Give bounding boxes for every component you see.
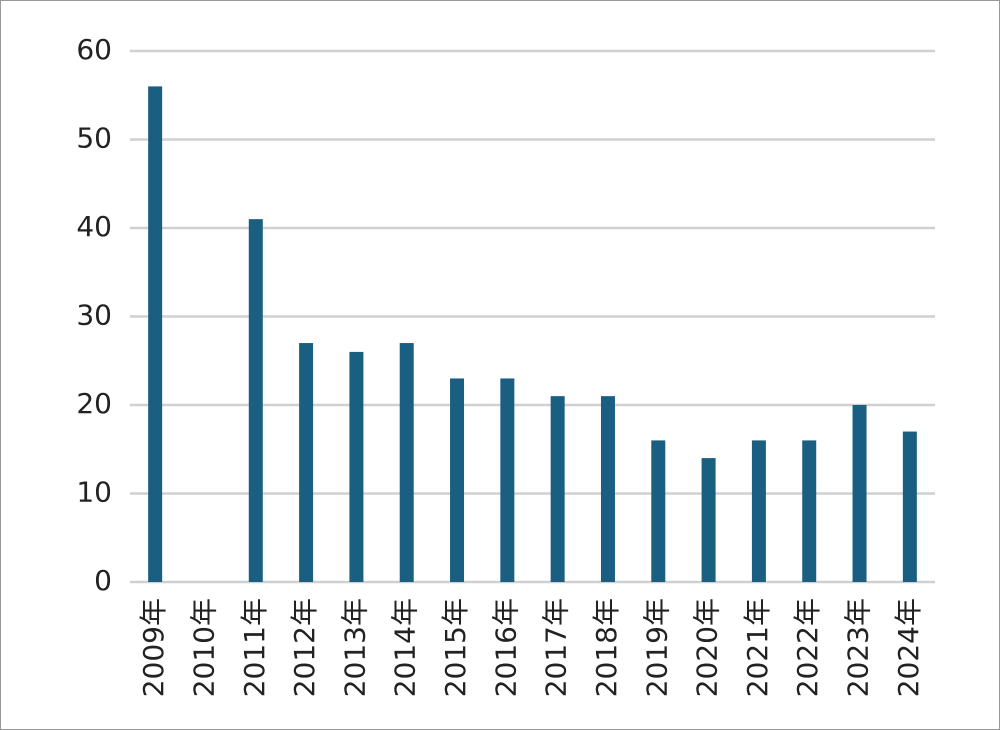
x-tick-label: 2023年 bbox=[842, 598, 875, 697]
x-tick-label: 2012年 bbox=[288, 598, 321, 697]
y-tick-label: 50 bbox=[76, 122, 112, 155]
y-tick-label: 10 bbox=[76, 476, 112, 509]
bar bbox=[600, 396, 615, 582]
x-tick-label: 2020年 bbox=[691, 598, 724, 697]
bar bbox=[399, 343, 414, 582]
x-tick-label: 2019年 bbox=[640, 598, 673, 697]
bar bbox=[852, 405, 867, 582]
bar bbox=[248, 219, 263, 582]
bar bbox=[651, 440, 666, 582]
y-tick-label: 60 bbox=[76, 33, 112, 66]
bar bbox=[701, 458, 716, 582]
bar bbox=[349, 351, 364, 582]
x-tick-label: 2011年 bbox=[238, 598, 271, 697]
y-tick-label: 0 bbox=[94, 564, 112, 597]
x-tick-label: 2022年 bbox=[791, 598, 824, 697]
x-tick-label: 2017年 bbox=[540, 598, 573, 697]
x-tick-label: 2018年 bbox=[590, 598, 623, 697]
y-tick-label: 30 bbox=[76, 299, 112, 332]
bar bbox=[902, 431, 917, 582]
bar bbox=[751, 440, 766, 582]
x-tick-label: 2010年 bbox=[187, 598, 220, 697]
bar bbox=[802, 440, 817, 582]
y-tick-label: 40 bbox=[76, 210, 112, 243]
x-tick-label: 2015年 bbox=[439, 598, 472, 697]
bar bbox=[550, 396, 565, 582]
bar bbox=[500, 378, 515, 582]
y-tick-label: 20 bbox=[76, 387, 112, 420]
x-tick-label: 2024年 bbox=[892, 598, 925, 697]
x-tick-label: 2016年 bbox=[489, 598, 522, 697]
bar bbox=[299, 343, 314, 582]
x-tick-label: 2009年 bbox=[137, 598, 170, 697]
bar bbox=[450, 378, 465, 582]
x-tick-label: 2013年 bbox=[338, 598, 371, 697]
x-tick-label: 2021年 bbox=[741, 598, 774, 697]
bar bbox=[148, 86, 163, 583]
x-tick-label: 2014年 bbox=[389, 598, 422, 697]
